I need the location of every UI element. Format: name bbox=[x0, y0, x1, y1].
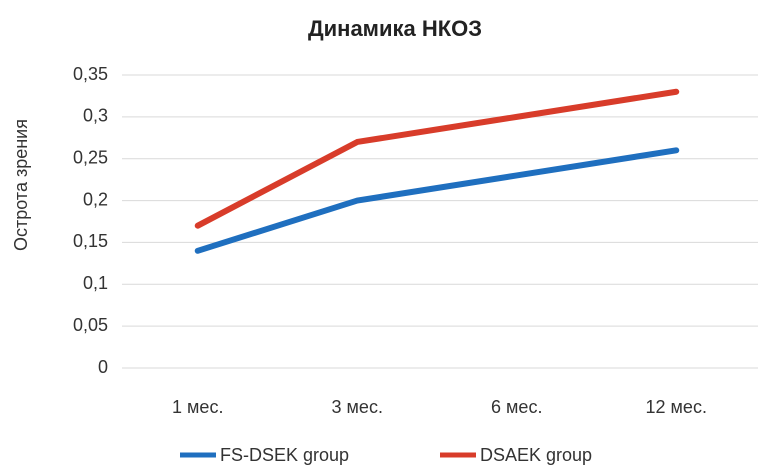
x-tick-label: 1 мес. bbox=[172, 397, 223, 417]
y-tick-label: 0,1 bbox=[83, 273, 108, 293]
x-tick-label: 6 мес. bbox=[491, 397, 542, 417]
y-tick-label: 0,2 bbox=[83, 189, 108, 209]
series-line bbox=[194, 88, 680, 229]
y-tick-label: 0,05 bbox=[73, 315, 108, 335]
y-tick-label: 0,15 bbox=[73, 231, 108, 251]
y-axis-label: Острота зрения bbox=[11, 119, 31, 251]
chart-title: Динамика НКОЗ bbox=[308, 16, 482, 41]
legend-label: DSAEK group bbox=[480, 445, 592, 465]
series-line bbox=[194, 147, 680, 254]
y-tick-label: 0 bbox=[98, 357, 108, 377]
legend-label: FS-DSEK group bbox=[220, 445, 349, 465]
y-tick-label: 0,3 bbox=[83, 106, 108, 126]
x-tick-label: 12 мес. bbox=[646, 397, 707, 417]
y-tick-label: 0,35 bbox=[73, 64, 108, 84]
x-tick-label: 3 мес. bbox=[332, 397, 383, 417]
y-tick-label: 0,25 bbox=[73, 147, 108, 167]
